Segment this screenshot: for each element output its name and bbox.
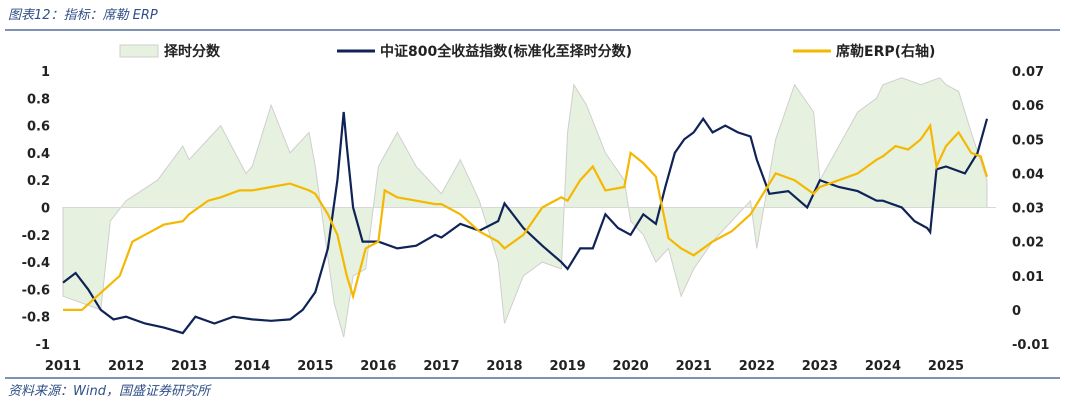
x-tick-label: 2014: [234, 359, 270, 374]
y-right-tick-label: 0: [1012, 304, 1021, 319]
x-tick-label: 2019: [549, 359, 585, 374]
y-left-tick-label: 0.2: [27, 174, 50, 189]
y-right-tick-label: -0.01: [1012, 338, 1049, 353]
legend-swatch-timing-score: [119, 44, 159, 58]
y-left-axis-ticks: 1 0.8 0.6 0.4 0.2 0 -0.2 -0.4 -0.6 -0.8 -1: [22, 65, 50, 353]
legend-label-index: 中证800全收益指数(标准化至择时分数): [380, 43, 632, 60]
plot-area: [62, 77, 996, 338]
x-tick-label: 2012: [108, 359, 144, 374]
y-left-tick-label: 0.8: [27, 92, 50, 107]
x-tick-label: 2025: [928, 359, 964, 374]
y-left-tick-label: -0.2: [22, 229, 50, 244]
y-right-tick-label: 0.04: [1012, 167, 1044, 182]
y-right-tick-label: 0.03: [1012, 202, 1044, 217]
x-tick-label: 2023: [802, 359, 838, 374]
x-tick-label: 2011: [45, 359, 81, 374]
legend-label-timing-score: 择时分数: [164, 43, 221, 60]
x-tick-label: 2018: [486, 359, 522, 374]
y-right-tick-label: 0.06: [1012, 99, 1044, 114]
y-left-tick-label: -0.8: [22, 311, 50, 326]
y-right-tick-label: 0.05: [1012, 133, 1044, 148]
x-tick-label: 2017: [423, 359, 459, 374]
x-axis-ticks: 2011 2012 2013 2014 2015 2016 2017 2018 2019 2020…: [45, 359, 964, 374]
y-right-tick-label: 0.01: [1012, 270, 1044, 285]
series-line-erp: [63, 122, 989, 311]
y-right-axis-ticks: 0.07 0.06 0.05 0.04 0.03 0.02 0.01 0 -0.01: [1012, 65, 1049, 353]
x-tick-label: 2021: [676, 359, 712, 374]
x-tick-label: 2016: [360, 359, 396, 374]
x-tick-label: 2020: [613, 359, 649, 374]
y-left-tick-label: -1: [36, 338, 50, 353]
chart-title: 图表12：指标：席勒 ERP: [8, 7, 158, 23]
y-left-tick-label: 1: [41, 65, 50, 80]
y-right-tick-label: 0.02: [1012, 236, 1044, 251]
x-tick-label: 2024: [865, 359, 901, 374]
y-left-tick-label: -0.4: [22, 256, 50, 271]
y-left-tick-label: -0.6: [22, 283, 50, 298]
series-line-index: [62, 111, 989, 335]
x-tick-label: 2013: [171, 359, 207, 374]
y-left-tick-label: 0.6: [27, 120, 50, 135]
y-right-tick-label: 0.07: [1012, 65, 1044, 80]
y-left-tick-label: 0: [41, 202, 50, 217]
x-tick-label: 2015: [297, 359, 333, 374]
legend-label-erp: 席勒ERP(右轴): [836, 43, 935, 60]
source-note: 资料来源：Wind，国盛证券研究所: [8, 383, 212, 399]
y-left-tick-label: 0.4: [27, 147, 50, 162]
x-tick-label: 2022: [739, 359, 775, 374]
legend: 择时分数 中证800全收益指数(标准化至择时分数) 席勒ERP(右轴): [119, 43, 935, 60]
